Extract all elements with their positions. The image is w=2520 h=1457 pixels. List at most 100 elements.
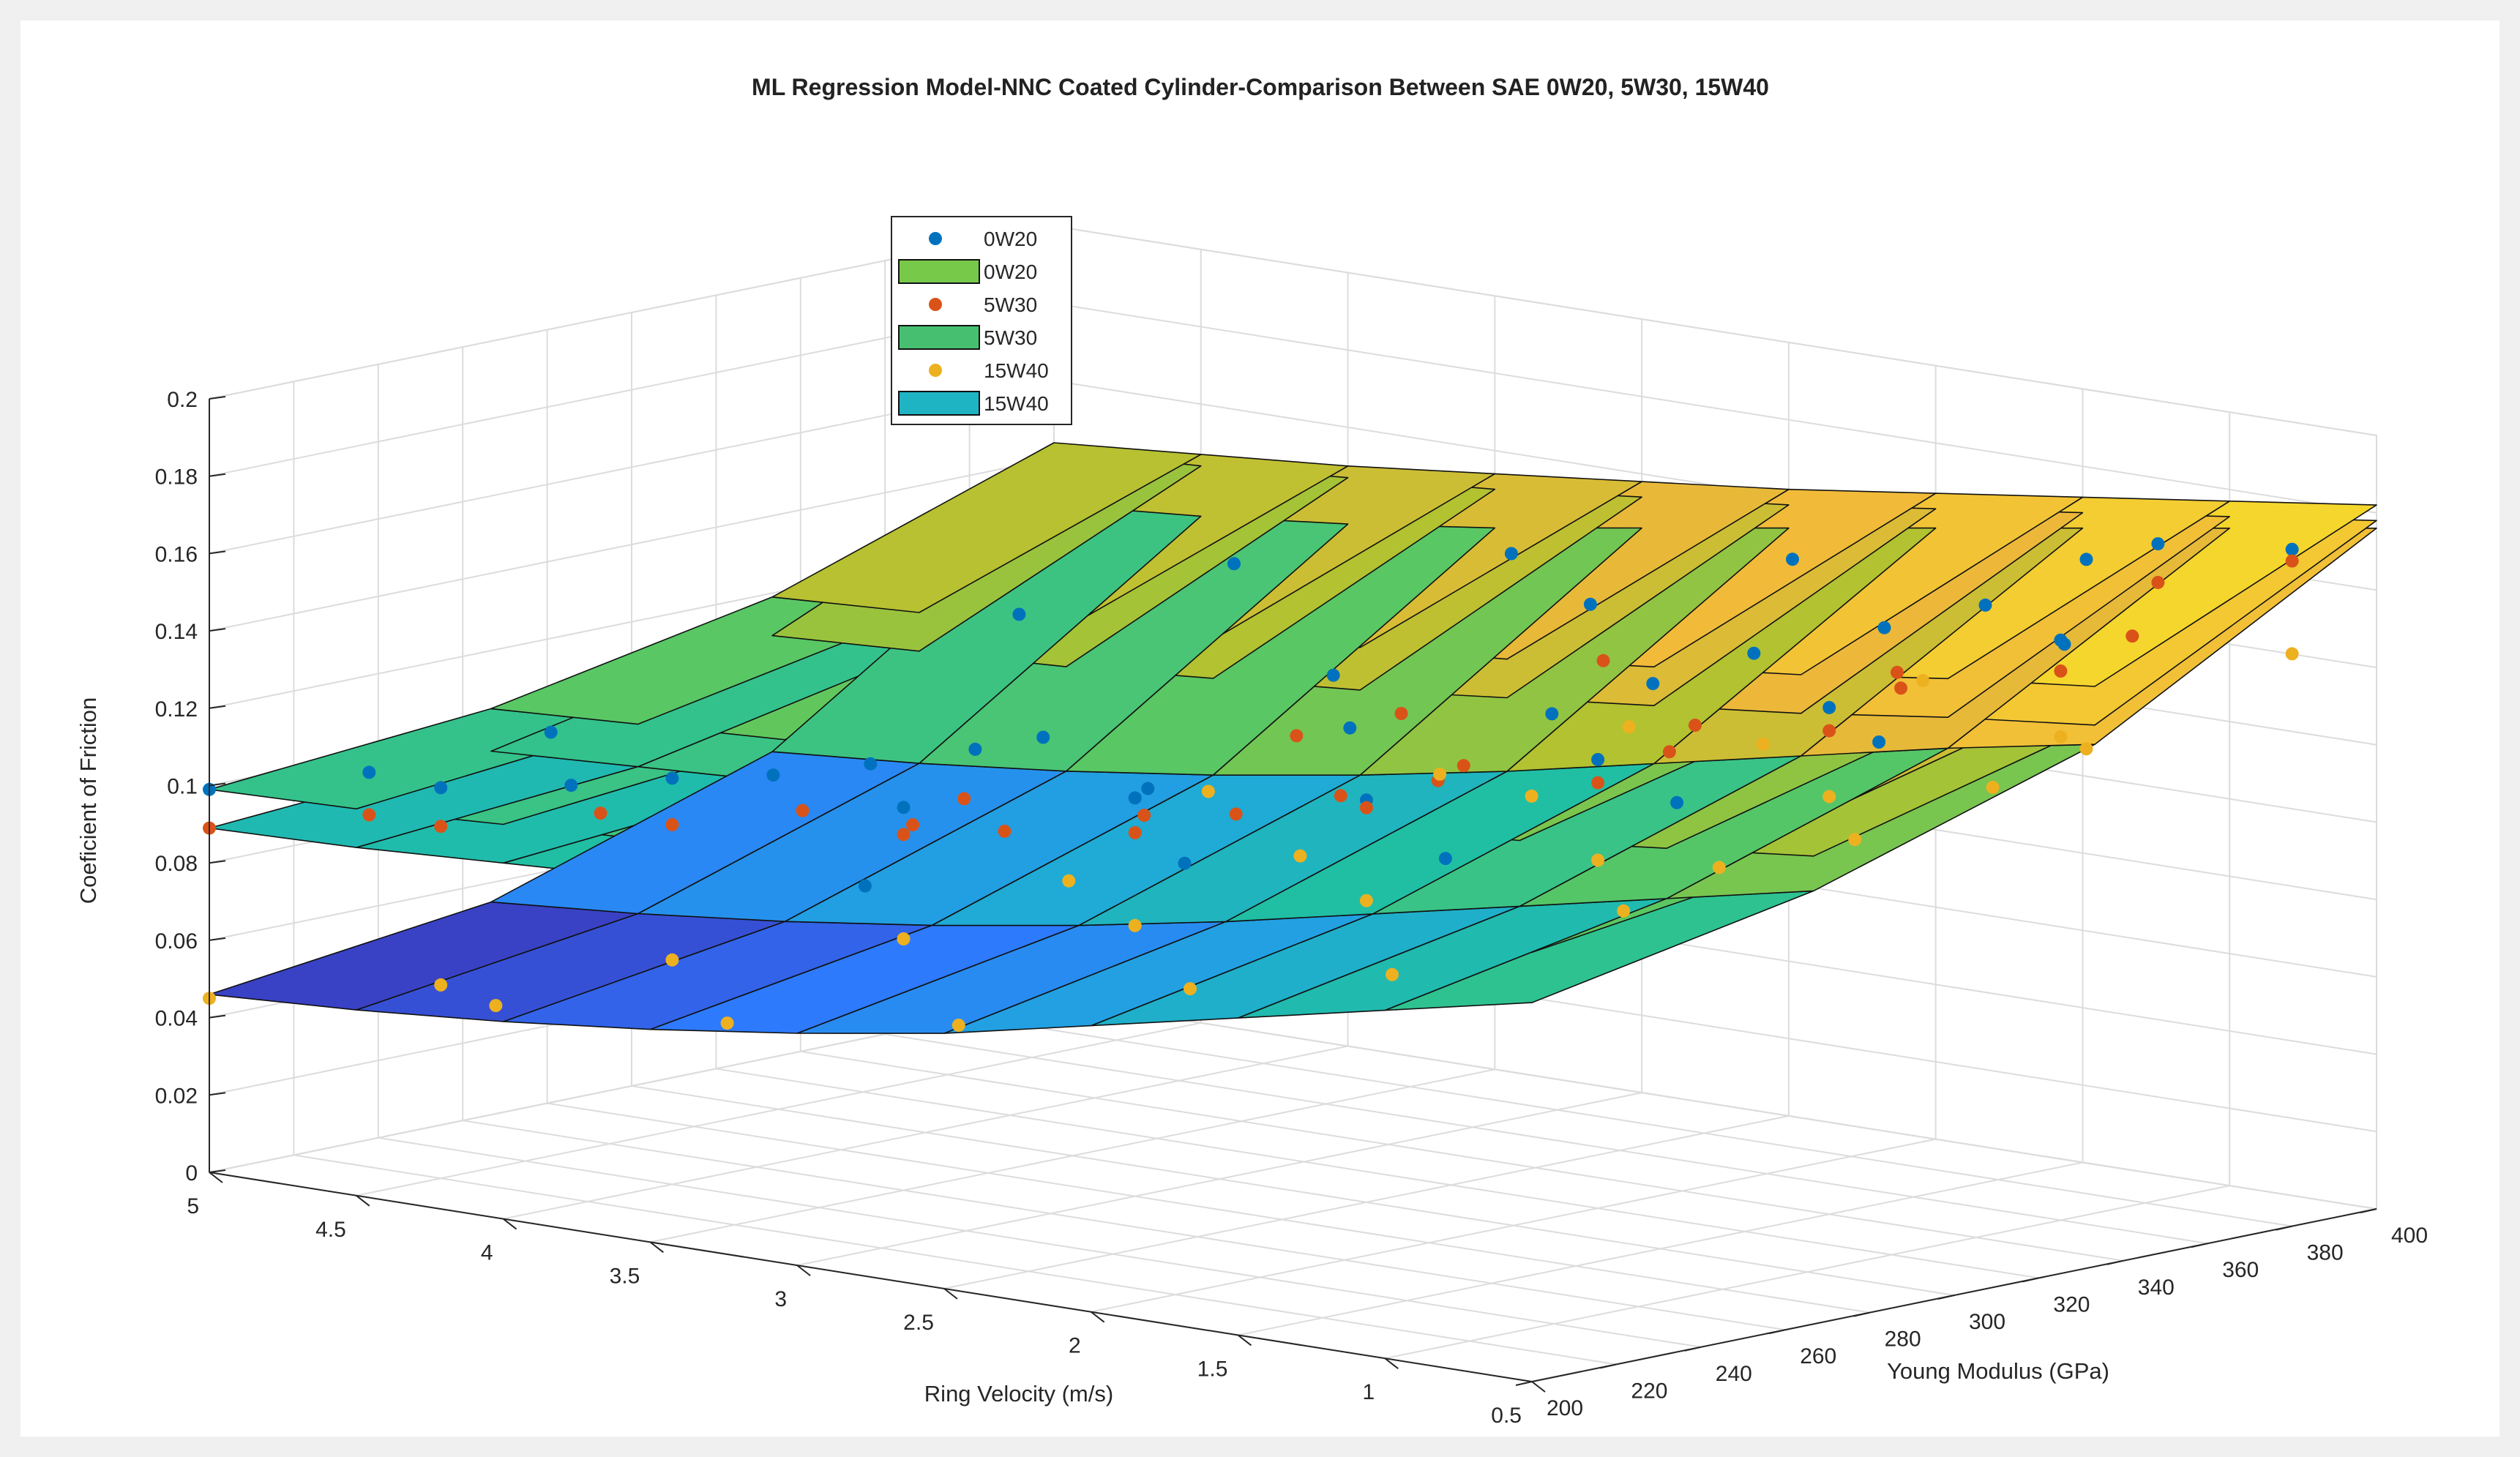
z-tick-mark <box>209 1092 226 1096</box>
scatter-point-15w40 <box>2285 647 2299 661</box>
legend: 0W20 0W20 5W30 5W30 15W40 15W40 <box>891 216 1072 425</box>
scatter-point-5w30 <box>1822 724 1836 738</box>
scatter-point-0w20 <box>1786 553 1799 566</box>
scatter-point-0w20 <box>2079 553 2093 566</box>
scatter-point-0w20 <box>1227 557 1241 571</box>
scatter-point-5w30 <box>796 804 810 817</box>
scatter-point-15w40 <box>1617 904 1631 918</box>
grid-floor-y <box>293 1154 1617 1366</box>
grid-back-z <box>1053 225 2377 436</box>
scatter-point-5w30 <box>998 824 1012 838</box>
chart-canvas: 0 0.02 0.04 0.06 0.08 0.1 0.12 0.14 0.16 0.18 0.2 0… <box>20 20 2500 1437</box>
legend-label-15w40: 15W40 <box>984 392 1049 415</box>
scatter-point-5w30 <box>1128 825 1142 839</box>
scatter-point-15w40 <box>1184 982 1197 996</box>
z-tick-label: 0.1 <box>167 775 198 799</box>
scatter-point-0w20 <box>1670 795 1684 809</box>
z-tick-mark <box>209 396 226 400</box>
x-tick-mark <box>502 1218 517 1230</box>
scatter-point-0w20 <box>1545 707 1559 721</box>
axis-ticks-and-labels: 0 0.02 0.04 0.06 0.08 0.1 0.12 0.14 0.16 0.18 0.2 0… <box>155 388 2428 1428</box>
scatter-point-0w20 <box>1036 730 1050 744</box>
scatter-point-0w20 <box>2057 637 2071 651</box>
legend-label-0w20: 0W20 <box>984 261 1037 283</box>
scatter-point-15w40 <box>1386 967 1399 981</box>
scatter-point-0w20 <box>564 779 578 793</box>
z-tick-label: 0.14 <box>155 620 198 644</box>
x-tick-label: 2.5 <box>903 1311 934 1335</box>
scatter-point-15w40 <box>1525 789 1538 803</box>
y-tick-label: 280 <box>1885 1327 1921 1352</box>
scatter-point-0w20 <box>434 781 448 795</box>
y-tick-mark <box>1937 1295 1955 1300</box>
scatter-point-0w20 <box>544 725 558 739</box>
grid-floor-y <box>378 1136 1701 1348</box>
surface-patch-0w20 <box>771 442 1202 613</box>
scatter-point-0w20 <box>1646 677 1660 691</box>
scatter-point-15w40 <box>1359 894 1373 907</box>
legend-marker-15w40 <box>929 364 942 377</box>
scatter-point-15w40 <box>1128 918 1142 932</box>
y-tick-mark <box>1515 1381 1533 1386</box>
scatter-point-5w30 <box>594 806 607 820</box>
scatter-point-5w30 <box>897 828 911 842</box>
legend-swatch-15w40 <box>898 391 980 416</box>
scatter-point-0w20 <box>1504 547 1518 561</box>
y-tick-mark <box>2106 1259 2124 1265</box>
scatter-point-15w40 <box>1433 767 1447 781</box>
scatter-point-0w20 <box>1583 597 1597 611</box>
scatter-point-5w30 <box>1591 776 1605 790</box>
scatter-point-5w30 <box>1229 807 1243 821</box>
scatter-point-0w20 <box>1438 852 1452 866</box>
scatter-point-15w40 <box>665 953 679 967</box>
scatter-point-0w20 <box>1343 721 1357 735</box>
scatter-point-5w30 <box>1596 653 1610 667</box>
chart-title: ML Regression Model-NNC Coated Cylinder-… <box>752 74 1769 100</box>
legend-box <box>891 216 1072 425</box>
x-tick-mark <box>1237 1334 1252 1346</box>
z-tick-mark <box>209 937 226 941</box>
scatter-point-15w40 <box>1201 784 1215 798</box>
y-tick-label: 380 <box>2307 1241 2344 1265</box>
y-tick-mark <box>1853 1311 1870 1317</box>
grid-floor-y <box>716 1068 2039 1279</box>
scatter-point-0w20 <box>2151 537 2165 551</box>
scatter-point-15w40 <box>1756 737 1770 751</box>
z-tick-mark <box>209 628 226 632</box>
scatter-point-5w30 <box>1662 745 1676 759</box>
y-tick-label: 240 <box>1716 1362 1752 1386</box>
grid-back-z <box>1053 302 2377 514</box>
scatter-point-0w20 <box>897 801 911 814</box>
y-tick-mark <box>2191 1243 2208 1248</box>
scatter-point-0w20 <box>1978 598 1992 612</box>
grid-floor-y <box>631 1085 1955 1296</box>
scatter-point-15w40 <box>1622 720 1636 734</box>
legend-label-15w40: 15W40 <box>984 359 1049 382</box>
scatter-point-15w40 <box>1916 674 1930 688</box>
scatter-point-5w30 <box>2054 664 2068 678</box>
z-tick-label: 0.2 <box>167 388 198 412</box>
scatter-point-5w30 <box>1290 729 1304 743</box>
grid-floor-y <box>969 1016 2292 1227</box>
y-tick-label: 260 <box>1800 1344 1836 1368</box>
z-tick-label: 0.02 <box>155 1084 198 1108</box>
z-tick-mark <box>209 705 226 709</box>
scatter-point-15w40 <box>2054 730 2068 744</box>
scatter-point-15w40 <box>1848 833 1862 847</box>
scatter-point-5w30 <box>1891 665 1904 679</box>
scatter-point-5w30 <box>2285 554 2299 568</box>
scatter-point-5w30 <box>2151 575 2165 589</box>
scatter-point-5w30 <box>957 792 971 806</box>
scatter-point-0w20 <box>864 757 878 771</box>
scatter-point-5w30 <box>1457 759 1470 773</box>
legend-marker-5w30 <box>929 298 942 311</box>
y-tick-mark <box>2276 1225 2292 1231</box>
legend-label-5w30: 5W30 <box>984 326 1037 349</box>
y-tick-label: 300 <box>1969 1310 2005 1334</box>
scatter-point-5w30 <box>434 820 448 834</box>
x-axis-line <box>209 1172 1533 1382</box>
x-tick-mark <box>1091 1311 1105 1323</box>
x-tick-mark <box>943 1288 958 1300</box>
z-tick-label: 0.06 <box>155 929 198 954</box>
